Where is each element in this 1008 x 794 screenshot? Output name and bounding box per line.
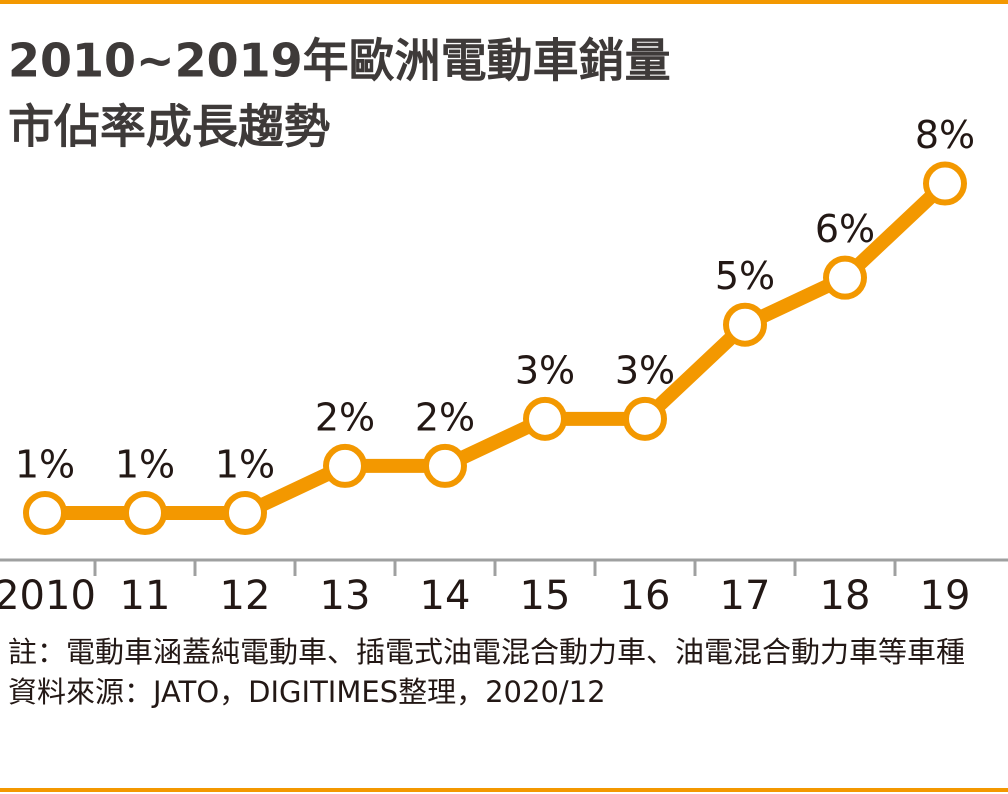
value-label: 3%	[515, 348, 575, 392]
series-line	[45, 178, 950, 520]
x-tick-label: 11	[120, 573, 171, 619]
x-tick-label: 19	[920, 573, 971, 619]
value-label: 1%	[215, 442, 275, 486]
value-label: 3%	[615, 348, 675, 392]
x-tick-label: 2010	[0, 573, 96, 619]
note: 電動車涵蓋純電動車、插電式油電混合動力車、油電混合動力車等車種	[66, 635, 966, 669]
value-label: 8%	[915, 113, 975, 157]
chart-title: 2010~2019年歐洲電動車銷量	[8, 34, 671, 88]
value-label: 5%	[715, 254, 775, 298]
x-tick-label: 15	[520, 573, 571, 619]
x-tick-label: 17	[720, 573, 771, 619]
point	[623, 396, 667, 441]
value-label: 2%	[315, 395, 375, 439]
x-tick-label: 14	[420, 573, 471, 619]
x-tick-label: 16	[620, 573, 671, 619]
x-tick-label: 12	[220, 573, 271, 619]
x-tick-label: 18	[820, 573, 871, 619]
point	[323, 443, 367, 488]
point	[523, 396, 567, 441]
point	[123, 490, 167, 535]
point	[23, 490, 67, 535]
note-row: 註： 電動車涵蓋純電動車、插電式油電混合動力車、油電混合動力車等車種	[8, 632, 998, 672]
point	[223, 490, 267, 535]
value-label: 1%	[15, 442, 75, 486]
x-tick-label: 13	[320, 573, 371, 619]
note-label: 註：	[8, 635, 67, 669]
value-label: 2%	[415, 395, 475, 439]
notes: 註： 電動車涵蓋純電動車、插電式油電混合動力車、油電混合動力車等車種 資料來源：…	[8, 632, 998, 712]
point	[823, 255, 867, 300]
chart-title: 市佔率成長趨勢	[8, 100, 330, 154]
point	[923, 161, 967, 206]
value-label: 1%	[115, 442, 175, 486]
point	[423, 443, 467, 488]
point	[723, 302, 767, 347]
source: 資料來源：JATO，DIGITIMES整理，2020/12	[8, 675, 606, 709]
value-label: 6%	[815, 207, 875, 251]
